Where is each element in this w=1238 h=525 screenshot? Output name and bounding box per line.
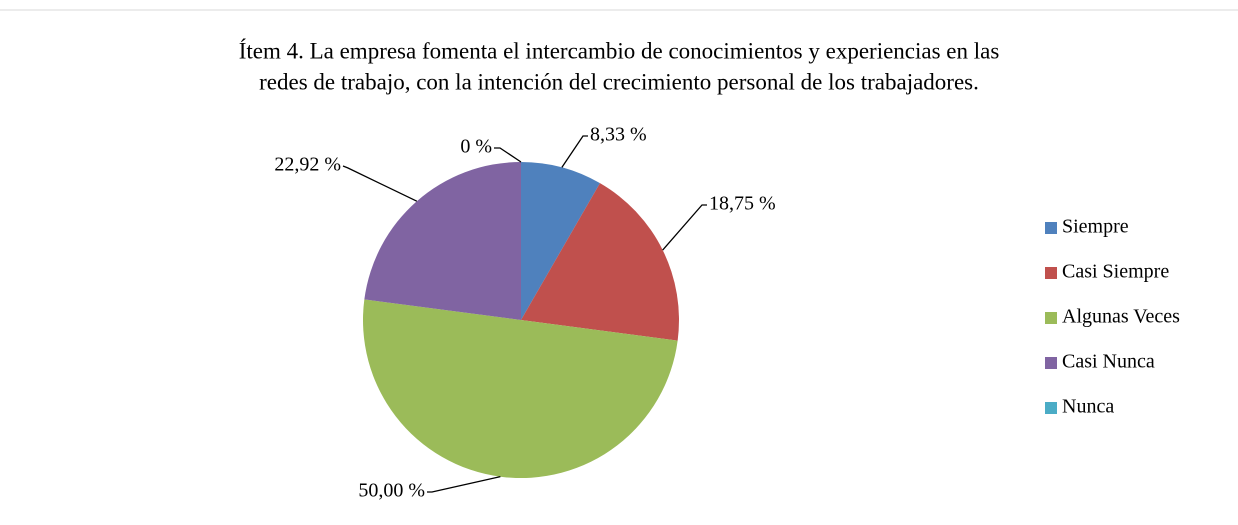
data-label: 18,75 % [709, 193, 776, 215]
pie-slice [362, 299, 678, 479]
legend-label: Algunas Veces [1062, 306, 1180, 328]
legend-label: Casi Nunca [1062, 351, 1155, 373]
pie-slice [364, 162, 521, 320]
data-label: 0 % [460, 136, 492, 158]
leader-line [561, 135, 588, 168]
legend-label: Siempre [1062, 216, 1129, 238]
pie-slice [521, 162, 600, 320]
data-label: 8,33 % [590, 124, 647, 146]
legend-swatch [1045, 312, 1057, 324]
legend-label: Casi Siempre [1062, 261, 1169, 283]
leader-line [342, 165, 418, 202]
data-label: 22,92 % [274, 154, 341, 176]
legend-swatch [1045, 402, 1057, 414]
legend-swatch [1045, 357, 1057, 369]
leader-line [494, 147, 522, 163]
legend-swatch [1045, 267, 1057, 279]
data-label: 50,00 % [358, 480, 425, 502]
chart-title: redes de trabajo, con la intención del c… [259, 69, 979, 94]
leader-line [662, 204, 707, 251]
chart-title: Ítem 4. La empresa fomenta el intercambi… [239, 38, 1000, 63]
pie-slice [521, 183, 679, 341]
legend-label: Nunca [1062, 396, 1114, 418]
legend-swatch [1045, 222, 1057, 234]
leader-line [427, 476, 501, 493]
